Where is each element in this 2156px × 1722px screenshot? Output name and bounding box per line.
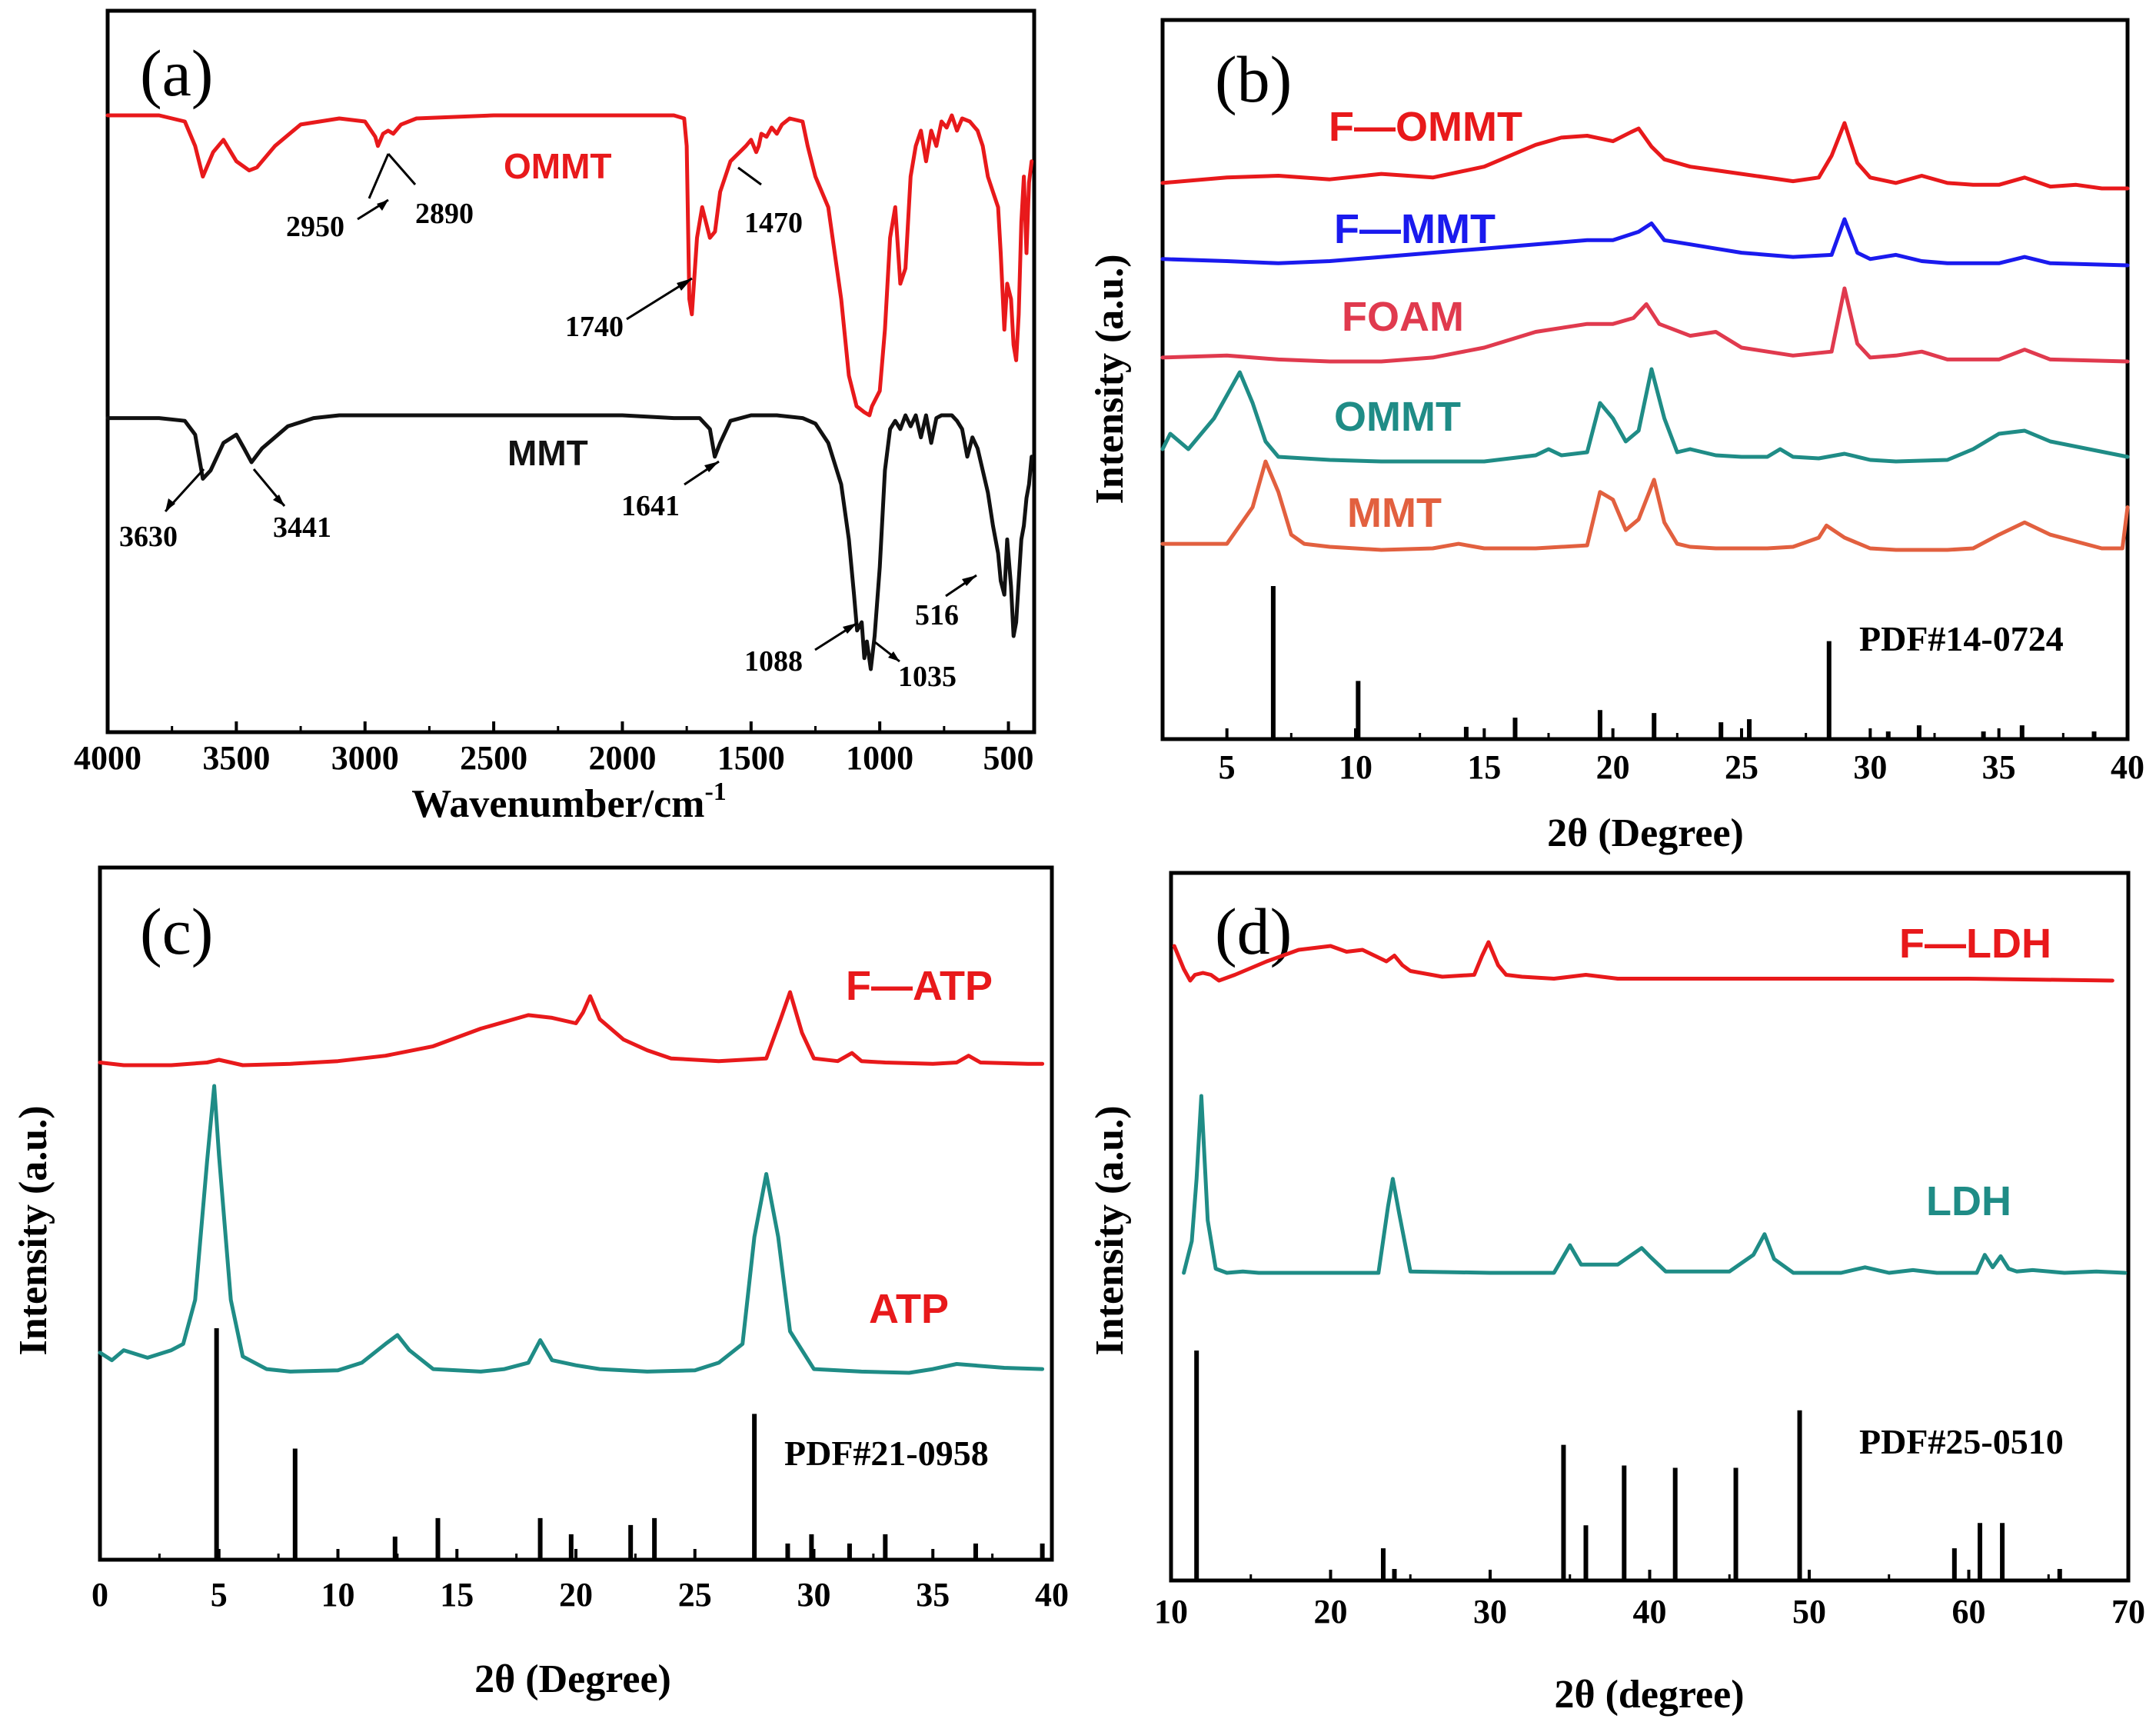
panel-b: (b) 5 10 15 20 25 30 35 40 F—OMMT F—MMT FOAM OM… [1088,18,2144,855]
annotation-1470: 1470 [744,207,803,239]
x-tick-label: 500 [983,739,1034,777]
x-tick-label: 30 [797,1576,831,1614]
x-axis-title-b: 2θ (Degree) [1547,811,1744,855]
series-line-f-mmt [1160,217,2130,268]
panel-c-label: (c) [140,894,213,968]
reference-label-b: PDF#14-0724 [1859,619,2064,658]
x-tick-label: 60 [1952,1593,1986,1630]
series-line-mmt [1160,459,2130,552]
x-tick-label: 2000 [588,739,656,777]
series-label-mmt-b: MMT [1347,490,1442,536]
panel-d-reference-sticks [1194,1351,2062,1580]
panel-d-series [1172,940,2128,1275]
y-axis-title-b: Intensity (a.u.) [1088,254,1132,504]
x-tick-label: 40 [1035,1576,1069,1614]
annotation-3630: 3630 [119,521,178,553]
x-tick-label: 20 [1314,1593,1348,1630]
x-tick-label: 10 [1339,748,1372,786]
panel-a-series [105,113,1034,671]
series-label-ldh: LDH [1926,1178,2011,1224]
x-axis-title-c: 2θ (Degree) [474,1657,671,1701]
series-line-f-ommt [1160,121,2130,191]
series-label-f-atp: F—ATP [846,963,993,1009]
panel-a-frame [105,8,1036,734]
x-tick-label: 50 [1792,1593,1826,1630]
x-tick-label: 5 [211,1576,228,1614]
annotation-3441: 3441 [273,511,331,544]
annotation-2890: 2890 [415,198,474,230]
reference-label-c: PDF#21-0958 [784,1434,989,1473]
series-label-f-mmt: F—MMT [1334,206,1496,252]
panel-d: (d) 10 20 30 40 50 60 70 F—LDH LDH PDF#25-0510… [1088,871,2145,1717]
series-line-ldh [1182,1094,2128,1275]
x-tick-label: 15 [440,1576,474,1614]
x-tick-label: 0 [91,1576,108,1614]
x-tick-label: 10 [321,1576,355,1614]
annotation-1740: 1740 [565,311,624,343]
series-line-atp [98,1084,1045,1375]
series-label-mmt-a: MMT [507,433,588,473]
panel-b-frame [1160,18,2130,741]
x-tick-label: 30 [1853,748,1887,786]
x-tick-label: 20 [559,1576,593,1614]
x-tick-label: 1500 [717,739,785,777]
x-tick-label: 2500 [460,739,527,777]
series-line-ommt [105,113,1034,418]
x-tick-label: 25 [678,1576,712,1614]
panel-a: (a) 4000 3500 3000 2500 2000 1500 1000 500 OMMT… [74,8,1036,826]
x-tick-label: 40 [2111,748,2144,786]
x-axis-title-a: Wavenumber/cm-1 [411,778,727,826]
panel-b-x-ticks: 5 10 15 20 25 30 35 40 [1219,728,2144,786]
annotation-2950: 2950 [286,211,344,243]
panel-b-label: (b) [1215,42,1292,116]
x-tick-label: 15 [1467,748,1501,786]
x-tick-label: 3000 [331,739,399,777]
reference-label-d: PDF#25-0510 [1859,1422,2064,1461]
x-tick-label: 3500 [202,739,270,777]
x-tick-label: 25 [1725,748,1758,786]
series-line-foam [1160,286,2130,364]
series-line-f-ldh [1172,940,2114,983]
x-tick-label: 4000 [74,739,141,777]
panel-b-series [1160,121,2130,552]
panel-a-label: (a) [140,36,213,110]
x-tick-label: 30 [1473,1593,1507,1630]
annotation-1641: 1641 [621,490,680,522]
x-tick-label: 35 [916,1576,950,1614]
series-line-mmt [105,413,1034,671]
series-label-ommt-b: OMMT [1334,394,1461,440]
panel-a-x-ticks: 4000 3500 3000 2500 2000 1500 1000 500 [74,721,1034,777]
panel-a-annotations: 2950 2890 1470 1740 3630 3441 1641 516 1… [119,153,977,693]
panel-c-series [98,990,1045,1375]
series-label-foam: FOAM [1342,294,1464,340]
x-tick-label: 10 [1154,1593,1188,1630]
x-tick-label: 35 [1982,748,2016,786]
x-tick-label: 20 [1596,748,1630,786]
x-tick-label: 40 [1633,1593,1667,1630]
series-line-ommt [1160,367,2130,464]
series-label-f-ommt: F—OMMT [1329,104,1522,150]
y-axis-title-d: Intensity (a.u.) [1088,1105,1132,1355]
panel-b-reference-sticks [1270,586,2097,739]
series-label-f-ldh: F—LDH [1899,921,2051,967]
y-axis-title-c: Intensity (a.u.) [12,1105,55,1355]
annotation-1088: 1088 [744,645,803,678]
annotation-1035: 1035 [898,661,957,693]
series-label-atp: ATP [869,1286,949,1332]
annotation-516: 516 [915,599,959,631]
x-tick-label: 1000 [846,739,913,777]
series-label-ommt-a: OMMT [504,146,612,186]
series-line-f-atp [98,990,1045,1068]
panel-d-x-ticks: 10 20 30 40 50 60 70 [1154,1570,2145,1630]
x-axis-title-d: 2θ (degree) [1554,1673,1744,1717]
x-tick-label: 5 [1219,748,1236,786]
x-tick-label: 70 [2111,1593,2145,1630]
panel-c-reference-sticks [214,1328,1045,1560]
panel-c: (c) 0 5 10 15 20 25 30 35 40 F—ATP ATP PDF#21-09… [12,865,1069,1701]
